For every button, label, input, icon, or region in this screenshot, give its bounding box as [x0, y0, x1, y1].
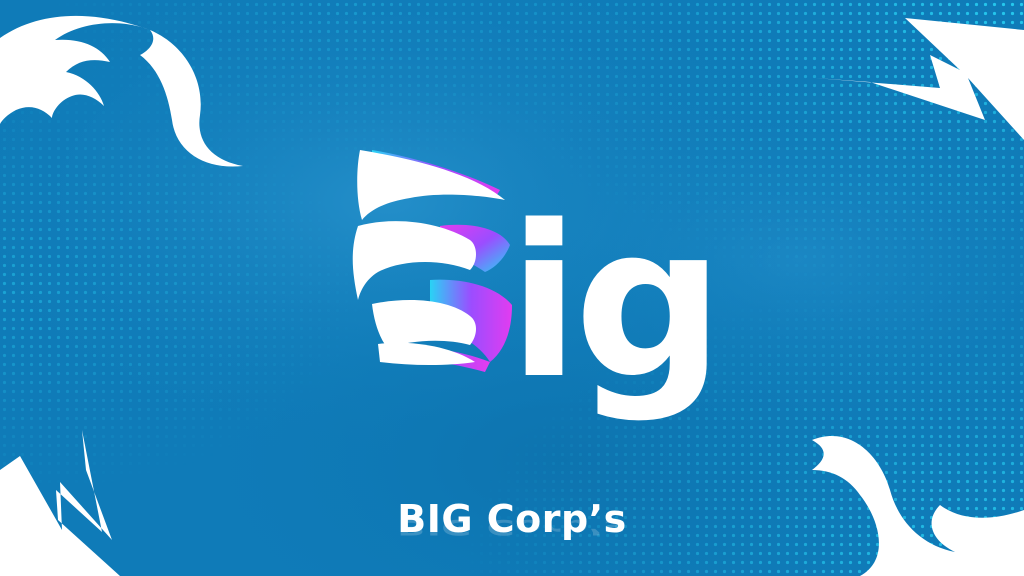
- caption-container: BIG Corp’s: [0, 496, 1024, 542]
- flame-swirl-icon: [0, 15, 243, 167]
- logo-wordmark: ig: [508, 180, 724, 425]
- lightning-bolt-icon: [0, 370, 120, 576]
- lightning-bolt-icon: [815, 18, 1024, 140]
- b-mark-icon: [352, 150, 512, 372]
- flame-swirl-icon: [812, 436, 1024, 576]
- company-caption: BIG Corp’s: [397, 497, 627, 541]
